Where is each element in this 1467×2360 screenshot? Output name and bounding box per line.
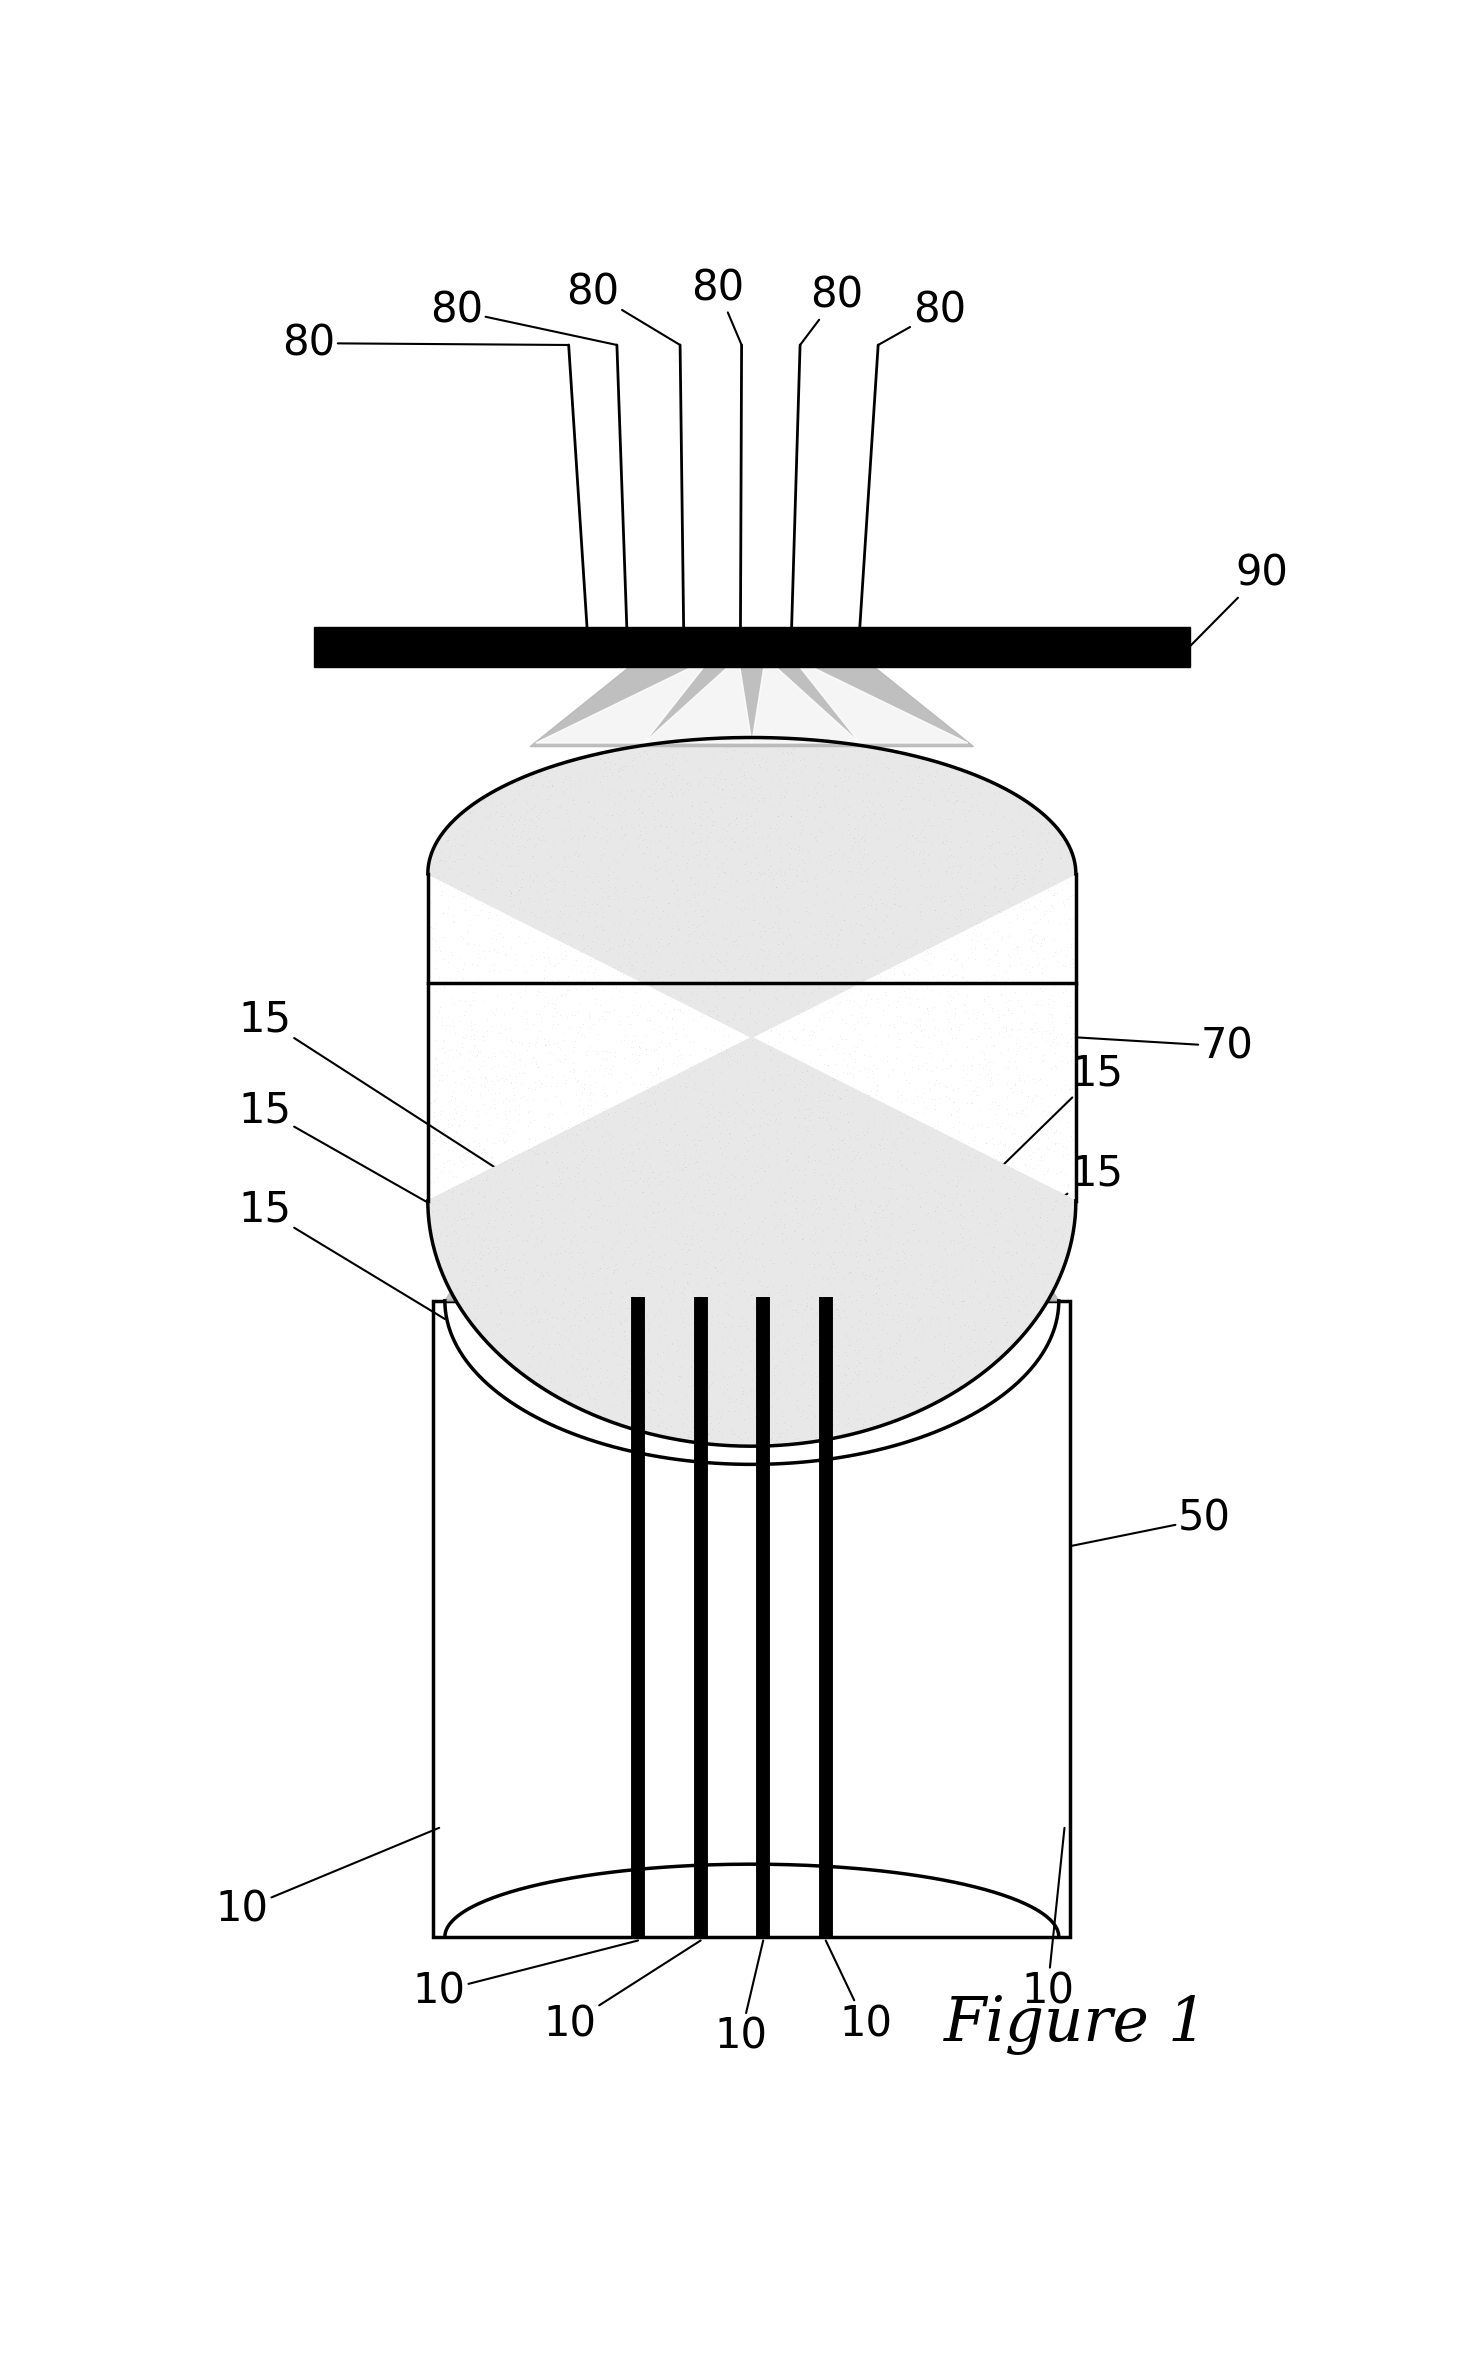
Polygon shape <box>792 658 968 743</box>
Text: 15: 15 <box>951 1152 1124 1274</box>
Polygon shape <box>801 1201 898 1310</box>
Text: 10: 10 <box>1021 1827 1074 2013</box>
Text: Figure 1: Figure 1 <box>943 1994 1207 2056</box>
Bar <box>434 1300 1071 1938</box>
Text: 10: 10 <box>216 1827 439 1930</box>
Polygon shape <box>428 739 1075 1447</box>
Text: 80: 80 <box>800 274 864 345</box>
Text: 15: 15 <box>509 1338 701 1381</box>
Text: 80: 80 <box>282 323 569 363</box>
Polygon shape <box>606 1201 703 1310</box>
Text: 15: 15 <box>238 998 519 1182</box>
Text: 10: 10 <box>543 1940 701 2046</box>
Polygon shape <box>445 1201 1059 1300</box>
Polygon shape <box>535 658 711 743</box>
Polygon shape <box>898 1201 998 1310</box>
Text: 80: 80 <box>430 290 618 345</box>
Polygon shape <box>703 1201 801 1310</box>
Text: 80: 80 <box>566 271 681 345</box>
Text: 70: 70 <box>1075 1027 1254 1067</box>
Text: 10: 10 <box>714 1940 767 2058</box>
Text: 10: 10 <box>826 1940 892 2046</box>
Polygon shape <box>644 658 751 743</box>
Polygon shape <box>530 666 974 746</box>
Polygon shape <box>506 1201 606 1310</box>
Text: 80: 80 <box>879 290 965 345</box>
Text: 15: 15 <box>238 1088 553 1274</box>
Polygon shape <box>751 658 860 743</box>
Text: 15: 15 <box>984 1053 1124 1182</box>
Text: 15: 15 <box>238 1189 445 1319</box>
Text: 10: 10 <box>412 1940 638 2013</box>
Text: 90: 90 <box>1190 552 1288 647</box>
Text: 80: 80 <box>691 267 744 345</box>
Polygon shape <box>314 628 1190 666</box>
Text: 50: 50 <box>1071 1499 1231 1546</box>
